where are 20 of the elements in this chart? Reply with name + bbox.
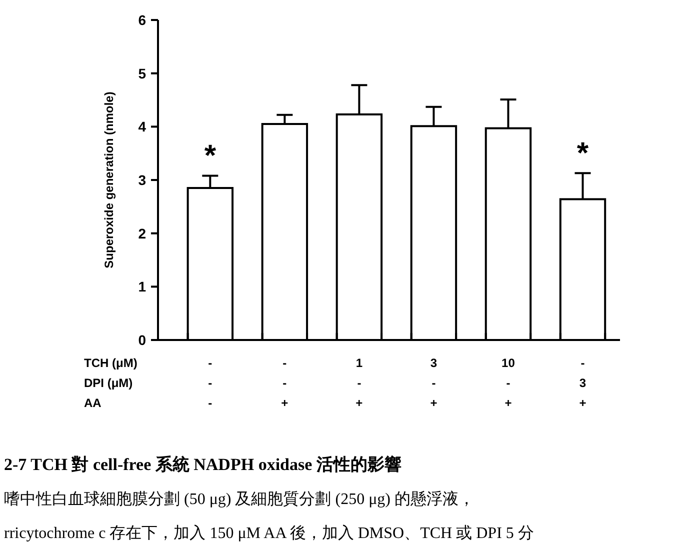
y-tick-label: 1 bbox=[138, 278, 146, 295]
y-tick-label: 4 bbox=[138, 118, 146, 135]
x-tick-label: 3 - + bbox=[430, 356, 438, 410]
x-axis-title: TCH (μM) DPI (μM) AA bbox=[84, 356, 138, 410]
text: rricytochrome c 存在下，加入 150 μM AA 後，加入 DMSO、TCH 或 DPI 5 分 bbox=[4, 524, 534, 542]
text: 嗜中性白血球細胞膜分劃 (50 μg) 及細胞質分劃 (250 μg) 的懸浮液， bbox=[4, 490, 474, 508]
y-axis-title: Superoxide generation (nmole) bbox=[102, 92, 116, 268]
x-tick-label: - - - bbox=[208, 356, 212, 410]
text: 2-7 TCH 對 cell-free 系統 NADPH oxidase 活性的影響 bbox=[4, 455, 402, 474]
y-tick-label: 6 bbox=[138, 12, 146, 28]
y-tick-label: 3 bbox=[138, 172, 146, 188]
x-tick-label: - 3 + bbox=[579, 356, 586, 410]
x-tick-label: - - + bbox=[281, 356, 288, 410]
x-tick-label: 10 - + bbox=[502, 356, 516, 410]
y-tick-label: 0 bbox=[138, 332, 146, 348]
x-tick-label: 1 - + bbox=[356, 356, 363, 410]
y-tick-label: 5 bbox=[138, 65, 146, 82]
annotation: * bbox=[576, 137, 589, 170]
annotation: * bbox=[204, 140, 216, 173]
y-tick-label: 2 bbox=[138, 225, 146, 242]
